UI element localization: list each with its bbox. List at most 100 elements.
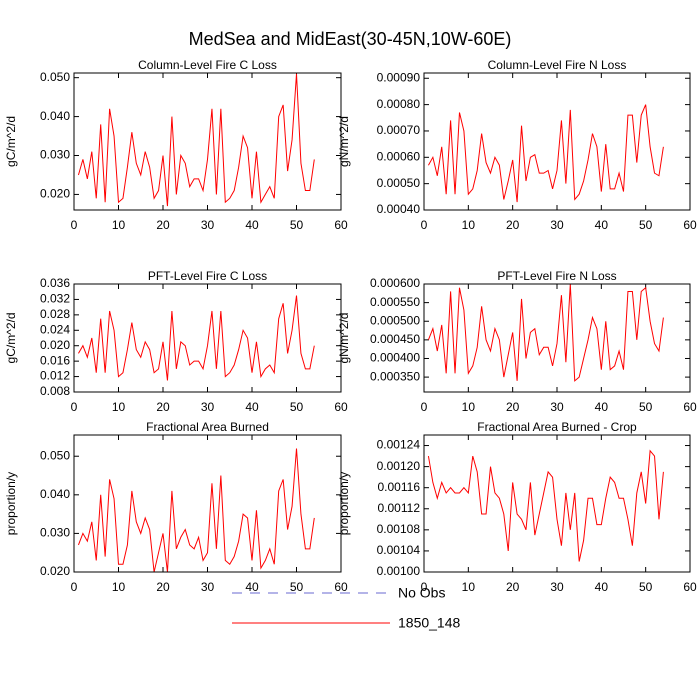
y-axis-label: gN/m^2/d xyxy=(337,116,351,167)
y-tick-label: 0.00108 xyxy=(377,522,421,536)
x-tick-label: 20 xyxy=(156,218,170,232)
x-tick-label: 40 xyxy=(595,400,609,414)
y-tick-label: 0.024 xyxy=(40,322,70,336)
x-tick-label: 40 xyxy=(245,218,259,232)
x-tick-label: 40 xyxy=(245,580,259,594)
x-tick-label: 20 xyxy=(156,400,170,414)
x-tick-label: 60 xyxy=(334,580,348,594)
x-tick-label: 10 xyxy=(462,400,476,414)
y-tick-label: 0.050 xyxy=(40,448,70,462)
x-tick-label: 40 xyxy=(595,218,609,232)
x-tick-label: 10 xyxy=(112,218,126,232)
x-tick-label: 0 xyxy=(71,400,78,414)
data-line xyxy=(427,104,664,203)
y-tick-label: 0.020 xyxy=(40,338,70,352)
x-tick-label: 40 xyxy=(245,400,259,414)
data-line xyxy=(77,73,315,207)
x-tick-label: 50 xyxy=(290,218,304,232)
y-tick-label: 0.00120 xyxy=(377,459,421,473)
x-tick-label: 30 xyxy=(550,218,564,232)
plot-frame xyxy=(73,434,342,573)
x-tick-label: 50 xyxy=(290,580,304,594)
y-tick-label: 0.020 xyxy=(40,187,70,201)
x-tick-label: 0 xyxy=(421,218,428,232)
x-tick-label: 60 xyxy=(683,580,697,594)
y-tick-label: 0.012 xyxy=(40,369,70,383)
x-tick-label: 0 xyxy=(421,400,428,414)
y-tick-label: 0.00070 xyxy=(377,123,421,137)
x-tick-label: 50 xyxy=(639,580,653,594)
y-tick-label: 0.000450 xyxy=(370,332,420,346)
figure-title: MedSea and MidEast(30-45N,10W-60E) xyxy=(189,29,512,49)
x-tick-label: 20 xyxy=(506,580,520,594)
data-line xyxy=(78,295,315,381)
y-axis-label: proportion/y xyxy=(4,472,18,535)
y-tick-label: 0.00040 xyxy=(377,202,421,216)
y-tick-label: 0.036 xyxy=(40,276,70,290)
panel-title: Column-Level Fire C Loss xyxy=(138,58,277,72)
y-tick-label: 0.000550 xyxy=(370,295,420,309)
x-tick-label: 30 xyxy=(201,400,215,414)
y-tick-label: 0.028 xyxy=(40,307,70,321)
data-line xyxy=(77,448,315,573)
plot-frame xyxy=(423,283,691,393)
x-tick-label: 50 xyxy=(639,400,653,414)
x-tick-label: 0 xyxy=(71,580,78,594)
x-tick-label: 60 xyxy=(334,218,348,232)
y-tick-label: 0.050 xyxy=(40,70,70,84)
panel-title: Fractional Area Burned xyxy=(146,420,269,434)
y-tick-label: 0.020 xyxy=(40,564,70,578)
plot-frame xyxy=(73,72,342,211)
y-tick-label: 0.000350 xyxy=(370,369,420,383)
y-tick-label: 0.016 xyxy=(40,353,70,367)
y-tick-label: 0.000500 xyxy=(370,313,420,327)
x-tick-label: 60 xyxy=(683,218,697,232)
y-tick-label: 0.008 xyxy=(40,384,70,398)
x-tick-label: 60 xyxy=(683,400,697,414)
y-tick-label: 0.00060 xyxy=(377,149,421,163)
panel-title: Column-Level Fire N Loss xyxy=(488,58,627,72)
y-tick-label: 0.00080 xyxy=(377,97,421,111)
plot-frame xyxy=(423,434,691,573)
x-tick-label: 20 xyxy=(156,580,170,594)
y-tick-label: 0.000400 xyxy=(370,351,420,365)
panel-title: PFT-Level Fire N Loss xyxy=(497,269,616,283)
x-tick-label: 10 xyxy=(462,218,476,232)
y-tick-label: 0.00116 xyxy=(378,480,421,494)
x-tick-label: 30 xyxy=(550,400,564,414)
x-tick-label: 20 xyxy=(506,218,520,232)
y-axis-label: gN/m^2/d xyxy=(337,313,351,364)
y-axis-label: proportion/y xyxy=(337,472,351,535)
plot-frame xyxy=(73,283,342,393)
x-tick-label: 10 xyxy=(112,580,126,594)
y-tick-label: 0.00090 xyxy=(377,70,421,84)
x-tick-label: 30 xyxy=(550,580,564,594)
x-tick-label: 0 xyxy=(421,580,428,594)
x-tick-label: 30 xyxy=(201,580,215,594)
y-tick-label: 0.032 xyxy=(40,292,70,306)
y-tick-label: 0.000600 xyxy=(370,276,420,290)
plot-frame xyxy=(423,72,691,211)
x-tick-label: 50 xyxy=(290,400,304,414)
x-tick-label: 20 xyxy=(506,400,520,414)
y-tick-label: 0.030 xyxy=(40,148,70,162)
y-axis-label: gC/m^2/d xyxy=(4,313,18,364)
x-tick-label: 50 xyxy=(639,218,653,232)
x-tick-label: 10 xyxy=(112,400,126,414)
y-tick-label: 0.00050 xyxy=(377,176,421,190)
y-tick-label: 0.040 xyxy=(40,487,70,501)
legend-label: 1850_148 xyxy=(398,615,461,631)
x-tick-label: 10 xyxy=(462,580,476,594)
y-tick-label: 0.00112 xyxy=(378,501,421,515)
legend-label: No Obs xyxy=(398,585,445,601)
x-tick-label: 0 xyxy=(71,218,78,232)
y-tick-label: 0.030 xyxy=(40,526,70,540)
y-tick-label: 0.00100 xyxy=(377,564,421,578)
y-tick-label: 0.00104 xyxy=(377,543,421,557)
y-axis-label: gC/m^2/d xyxy=(4,116,18,167)
x-tick-label: 40 xyxy=(595,580,609,594)
panel-title: Fractional Area Burned - Crop xyxy=(477,420,637,434)
y-tick-label: 0.00124 xyxy=(377,438,421,452)
y-tick-label: 0.040 xyxy=(40,109,70,123)
